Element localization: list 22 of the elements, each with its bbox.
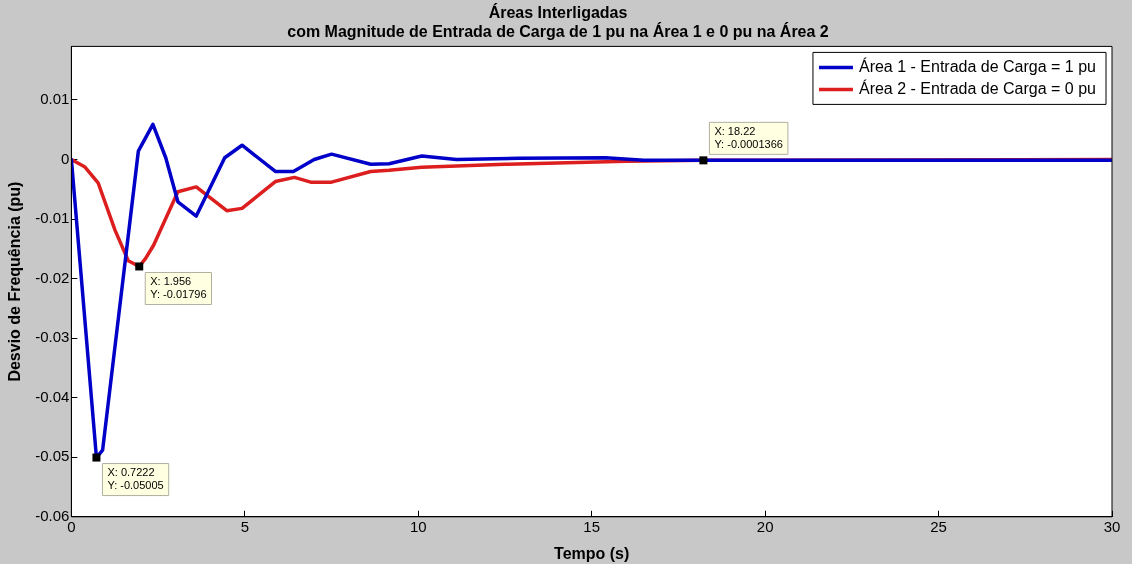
y-tick-label: 0 (61, 149, 70, 167)
x-tick-label: 30 (1103, 517, 1121, 535)
annotation: X: 18.22 Y: -0.0001366 (714, 124, 783, 150)
x-tick-label: 5 (240, 517, 249, 535)
x-tick-label: 15 (583, 517, 601, 535)
y-tick-label: -0.03 (35, 328, 70, 346)
legend-label: Área 2 - Entrada de Carga = 0 pu (858, 78, 1097, 97)
legend-label: Área 1 - Entrada de Carga = 1 pu (858, 56, 1097, 75)
y-tick-label: 0.01 (40, 90, 70, 108)
y-tick-label: -0.04 (35, 387, 70, 405)
y-tick-label: -0.05 (35, 447, 70, 465)
y-tick-label: -0.01 (35, 209, 70, 227)
x-tick-label: 10 (409, 517, 427, 535)
y-tick-label: -0.02 (35, 268, 70, 286)
y-axis-title: Desvio de Frequência (pu) (6, 181, 24, 382)
chart-title: Áreas Interligadas (488, 3, 628, 22)
annotation: X: 0.7222 Y: -0.05005 (107, 466, 164, 492)
x-axis-title: Tempo (s) (554, 544, 630, 562)
x-tick-label: 20 (756, 517, 774, 535)
chart-subtitle: com Magnitude de Entrada de Carga de 1 pu na Área 1 e 0 pu na Área 2 (287, 22, 829, 41)
annotation: X: 1.956 Y: -0.01796 (150, 275, 207, 301)
x-tick-label: 25 (930, 517, 947, 535)
